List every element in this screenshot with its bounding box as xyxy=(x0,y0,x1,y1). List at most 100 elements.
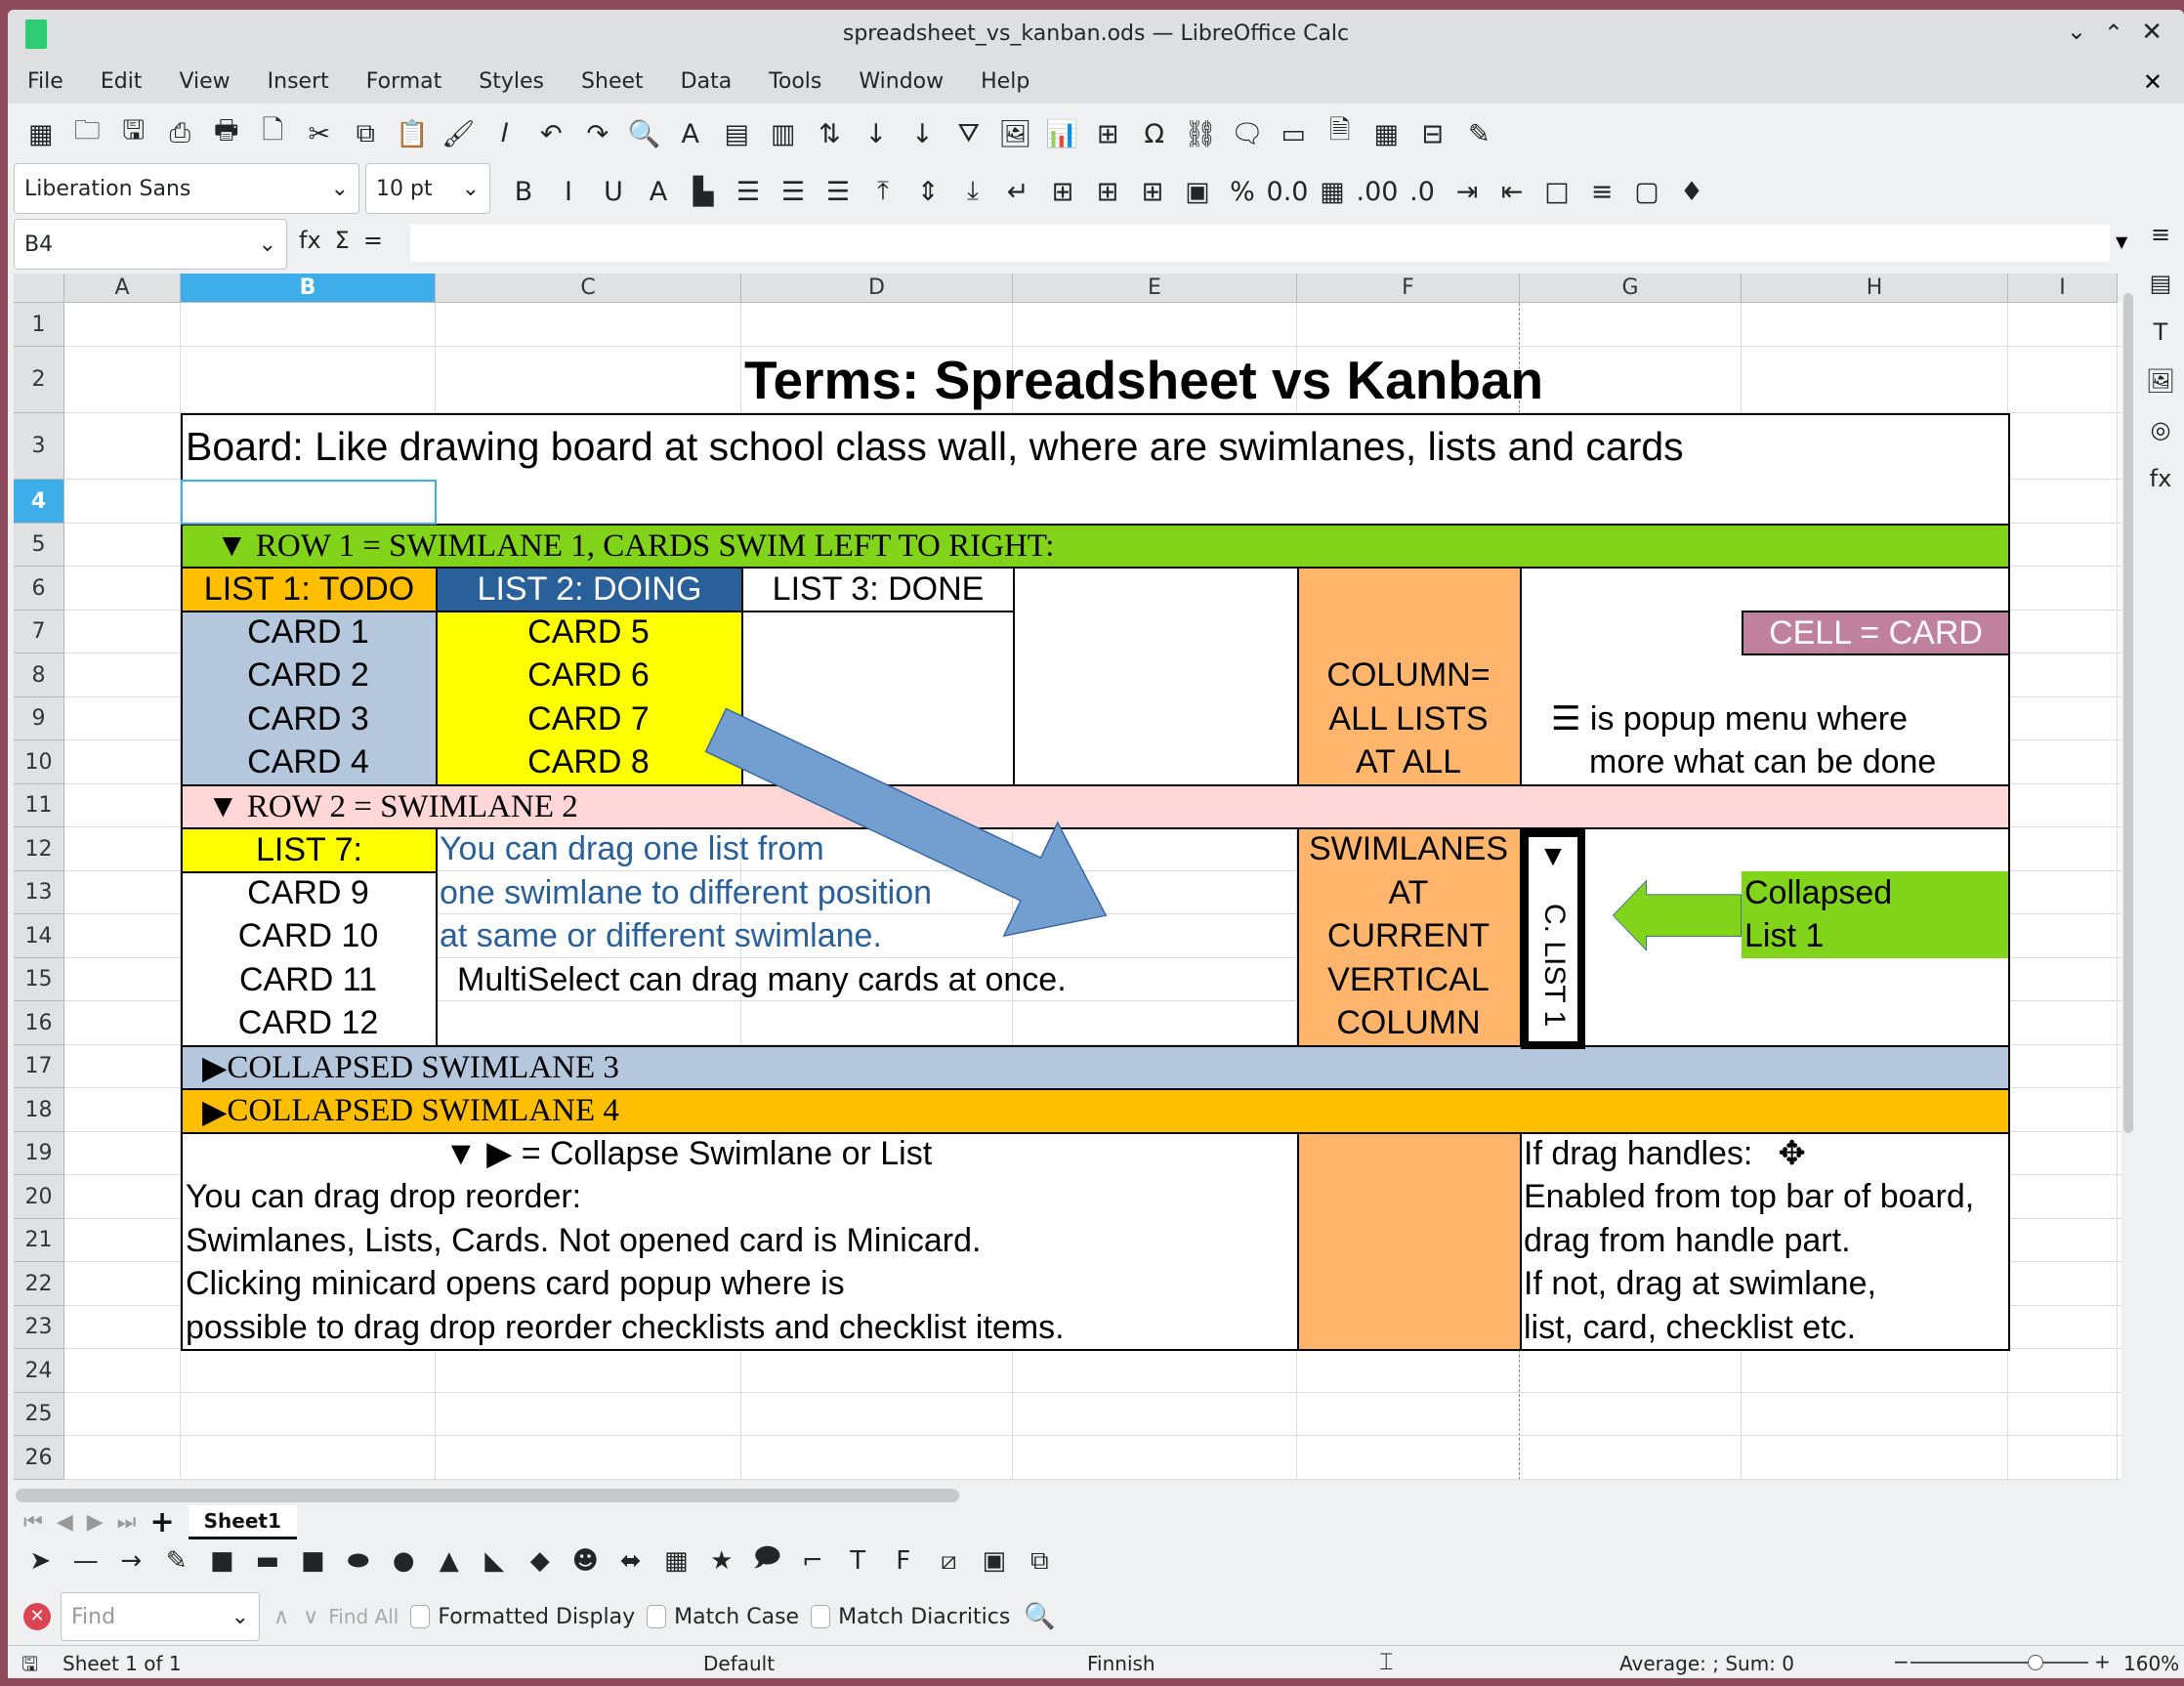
paste-icon[interactable]: 📋 xyxy=(395,119,429,149)
redo-icon[interactable]: ↷ xyxy=(586,118,609,149)
font-size-combo[interactable]: 10 pt ⌄ xyxy=(365,163,490,214)
row-header-22[interactable]: 22 xyxy=(14,1262,64,1306)
save-icon[interactable]: 🖫 xyxy=(122,115,146,146)
show-draw-functions-icon[interactable]: ✎ xyxy=(1467,118,1491,149)
row-header-9[interactable]: 9 xyxy=(14,697,64,740)
add-decimal-icon[interactable]: .00 xyxy=(1356,176,1399,207)
menu-format[interactable]: Format xyxy=(365,68,442,94)
swimlane-1-header[interactable]: ▼ ROW 1 = SWIMLANE 1, CARDS SWIM LEFT TO… xyxy=(181,524,2010,569)
card[interactable]: CARD 8 xyxy=(527,743,650,780)
menu-sheet[interactable]: Sheet xyxy=(581,68,644,94)
card[interactable]: CARD 12 xyxy=(237,1004,379,1041)
function-wizard-icon[interactable]: fx xyxy=(299,227,321,254)
minimize-icon[interactable]: ⌄ xyxy=(2066,18,2086,45)
currency-icon[interactable]: ▣ xyxy=(1185,176,1210,207)
align-top-icon[interactable]: ⤒ xyxy=(877,176,889,206)
freeze-icon[interactable]: ▦ xyxy=(1373,118,1399,149)
decrease-indent-icon[interactable]: ⇤ xyxy=(1500,176,1524,207)
close-window-icon[interactable]: ✕ xyxy=(2141,18,2163,47)
column-header-a[interactable]: A xyxy=(64,274,181,303)
menu-insert[interactable]: Insert xyxy=(267,68,329,94)
border-style-icon[interactable]: ≡ xyxy=(1590,176,1614,207)
symbol-shapes-icon[interactable]: ☻ xyxy=(571,1546,599,1576)
merge-center-icon[interactable]: ⊞ xyxy=(1051,176,1074,207)
swimlane-2-header[interactable]: ▼ ROW 2 = SWIMLANE 2 xyxy=(181,784,2010,829)
special-character-icon[interactable]: Ω xyxy=(1144,118,1165,149)
row-header-15[interactable]: 15 xyxy=(14,958,64,1001)
first-sheet-icon[interactable]: ⏮ xyxy=(23,1509,43,1535)
insert-table-icon[interactable]: ▦ xyxy=(27,118,54,149)
navigator-icon[interactable]: ◎ xyxy=(2150,416,2171,443)
rounded-rectangle-icon[interactable]: ▬ xyxy=(255,1546,280,1576)
menu-view[interactable]: View xyxy=(179,68,231,94)
column-header-f[interactable]: F xyxy=(1297,274,1520,303)
menu-help[interactable]: Help xyxy=(981,68,1030,94)
functions-icon[interactable]: fx xyxy=(2149,465,2172,492)
row-header-6[interactable]: 6 xyxy=(14,567,64,611)
formula-equals-icon[interactable]: = xyxy=(362,227,383,254)
triangle-icon[interactable]: ▲ xyxy=(439,1546,459,1576)
expand-swimlane-icon[interactable]: ▶ xyxy=(202,1051,228,1086)
align-bottom-icon[interactable]: ⤓ xyxy=(967,176,979,206)
right-triangle-icon[interactable]: ◣ xyxy=(484,1546,505,1576)
column-header-c[interactable]: C xyxy=(436,274,741,303)
row-header-18[interactable]: 18 xyxy=(14,1088,64,1132)
formatted-display-checkbox[interactable] xyxy=(410,1605,431,1628)
spelling-icon[interactable]: A xyxy=(681,118,699,149)
flowchart-icon[interactable]: ▦ xyxy=(663,1546,689,1576)
curve-icon[interactable]: ✎ xyxy=(165,1546,188,1576)
row-icon[interactable]: ▤ xyxy=(724,118,749,149)
corner-select-all[interactable] xyxy=(14,274,64,303)
zoom-percent[interactable]: 160% xyxy=(2123,1652,2180,1675)
square-icon[interactable]: ■ xyxy=(300,1546,325,1576)
hyperlink-icon[interactable]: ⛓ xyxy=(1184,119,1218,149)
find-previous-icon[interactable]: ∧ xyxy=(273,1604,290,1629)
row-header-5[interactable]: 5 xyxy=(14,524,64,567)
menu-tools[interactable]: Tools xyxy=(769,68,822,94)
menu-styles[interactable]: Styles xyxy=(479,68,545,94)
list-3-header[interactable]: LIST 3: DONE xyxy=(741,567,1015,612)
column-icon[interactable]: ▥ xyxy=(770,118,796,149)
card[interactable]: CARD 2 xyxy=(247,656,369,694)
card[interactable]: CARD 11 xyxy=(238,960,378,998)
number-format-icon[interactable]: 0.0 xyxy=(1266,176,1309,207)
underline-icon[interactable]: U xyxy=(604,176,623,207)
maximize-icon[interactable]: ⌃ xyxy=(2103,20,2123,47)
row-header-10[interactable]: 10 xyxy=(14,740,64,784)
autofilter-icon[interactable]: ⛛ xyxy=(957,118,981,148)
row-header-20[interactable]: 20 xyxy=(14,1175,64,1219)
line-icon[interactable]: — xyxy=(72,1546,99,1576)
properties-icon[interactable]: ▤ xyxy=(2149,270,2172,297)
column-header-e[interactable]: E xyxy=(1013,274,1297,303)
row-header-16[interactable]: 16 xyxy=(14,1001,64,1045)
center-vertically-icon[interactable]: ⇕ xyxy=(916,176,940,207)
row-header-23[interactable]: 23 xyxy=(14,1306,64,1349)
conditional-format-icon[interactable]: ♦ xyxy=(1679,176,1704,207)
row-header-25[interactable]: 25 xyxy=(14,1393,64,1436)
selected-cell-b4[interactable] xyxy=(181,480,437,525)
expand-list-icon[interactable]: ▼ xyxy=(1538,840,1568,872)
comment-icon[interactable]: 🗨 xyxy=(1230,119,1264,149)
insert-image-icon[interactable]: 🖼 xyxy=(998,119,1032,149)
bold-icon[interactable]: B xyxy=(514,176,533,207)
copy-icon[interactable]: ⧉ xyxy=(356,118,375,148)
add-sheet-icon[interactable]: + xyxy=(149,1504,175,1539)
column-header-b[interactable]: B xyxy=(181,274,436,303)
row-header-26[interactable]: 26 xyxy=(14,1436,64,1480)
font-name-combo[interactable]: Liberation Sans ⌄ xyxy=(14,163,359,214)
language[interactable]: Finnish xyxy=(1087,1652,1155,1675)
find-all-button[interactable]: Find All xyxy=(328,1605,399,1628)
sheet-tab-sheet1[interactable]: Sheet1 xyxy=(188,1504,297,1539)
align-right-icon[interactable]: ☰ xyxy=(825,176,851,207)
horizontal-scroll-thumb[interactable] xyxy=(16,1489,959,1502)
sort-ascending-icon[interactable]: ↓ xyxy=(864,118,888,149)
row-header-12[interactable]: 12 xyxy=(14,827,64,871)
find-next-icon[interactable]: ∨ xyxy=(303,1604,319,1629)
increase-indent-icon[interactable]: ⇥ xyxy=(1455,176,1479,207)
zoom-slider-knob[interactable] xyxy=(2028,1655,2044,1670)
wrap-text-icon[interactable]: ↵ xyxy=(1006,176,1029,207)
card[interactable]: CARD 6 xyxy=(527,656,650,694)
row-header-17[interactable]: 17 xyxy=(14,1045,64,1088)
card[interactable]: CARD 7 xyxy=(527,699,650,738)
print-icon[interactable]: 🖶 xyxy=(214,115,239,146)
